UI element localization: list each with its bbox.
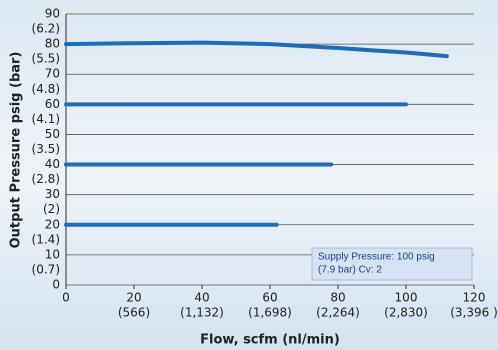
x-secondary-label: (1,698): [248, 306, 292, 320]
y-tick-label: 80: [45, 37, 60, 51]
y-secondary-label: (2): [43, 202, 60, 216]
x-tick-label: 80: [330, 291, 345, 305]
x-secondary-label: (2,830): [384, 306, 428, 320]
series-line: [64, 40, 449, 59]
y-secondary-label: (6.2): [32, 22, 60, 36]
annotation-text: (7.9 bar) Cv: 2: [318, 265, 382, 276]
y-secondary-label: (5.5): [32, 52, 60, 66]
y-tick-label: 30: [45, 187, 60, 201]
y-secondary-label: (1.4): [32, 232, 60, 246]
y-tick-label: 20: [45, 217, 60, 231]
y-axis-title: Output Pressure psig (bar): [9, 52, 24, 249]
y-tick-label: 0: [52, 278, 60, 292]
y-tick-label: 90: [45, 7, 60, 21]
y-tick-label: 50: [45, 127, 60, 141]
x-secondary-label: (2,264): [316, 306, 360, 320]
y-secondary-label: (4.8): [32, 82, 60, 96]
x-secondary-label: (566): [118, 306, 150, 320]
annotation-text: Supply Pressure: 100 psig: [318, 252, 435, 263]
x-secondary-label: (1,132): [180, 306, 224, 320]
y-tick-label: 10: [45, 247, 60, 261]
y-tick-label: 60: [45, 97, 60, 111]
x-tick-label: 0: [62, 291, 70, 305]
x-tick-label: 20: [126, 291, 141, 305]
x-axis-title: Flow, scfm (nl/min): [200, 333, 340, 348]
x-tick-label: 100: [395, 291, 418, 305]
x-tick-label: 40: [194, 291, 209, 305]
x-tick-label: 120: [463, 291, 486, 305]
y-tick-label: 40: [45, 157, 60, 171]
y-tick-label: 70: [45, 67, 60, 81]
x-tick-label: 60: [262, 291, 277, 305]
y-secondary-label: (3.5): [32, 142, 60, 156]
y-secondary-label: (4.1): [32, 112, 60, 126]
annotation-box: [311, 247, 473, 281]
y-secondary-label: (0.7): [32, 262, 60, 276]
x-secondary-label: (3,396 ): [450, 306, 498, 320]
y-secondary-label: (2.8): [32, 172, 60, 186]
